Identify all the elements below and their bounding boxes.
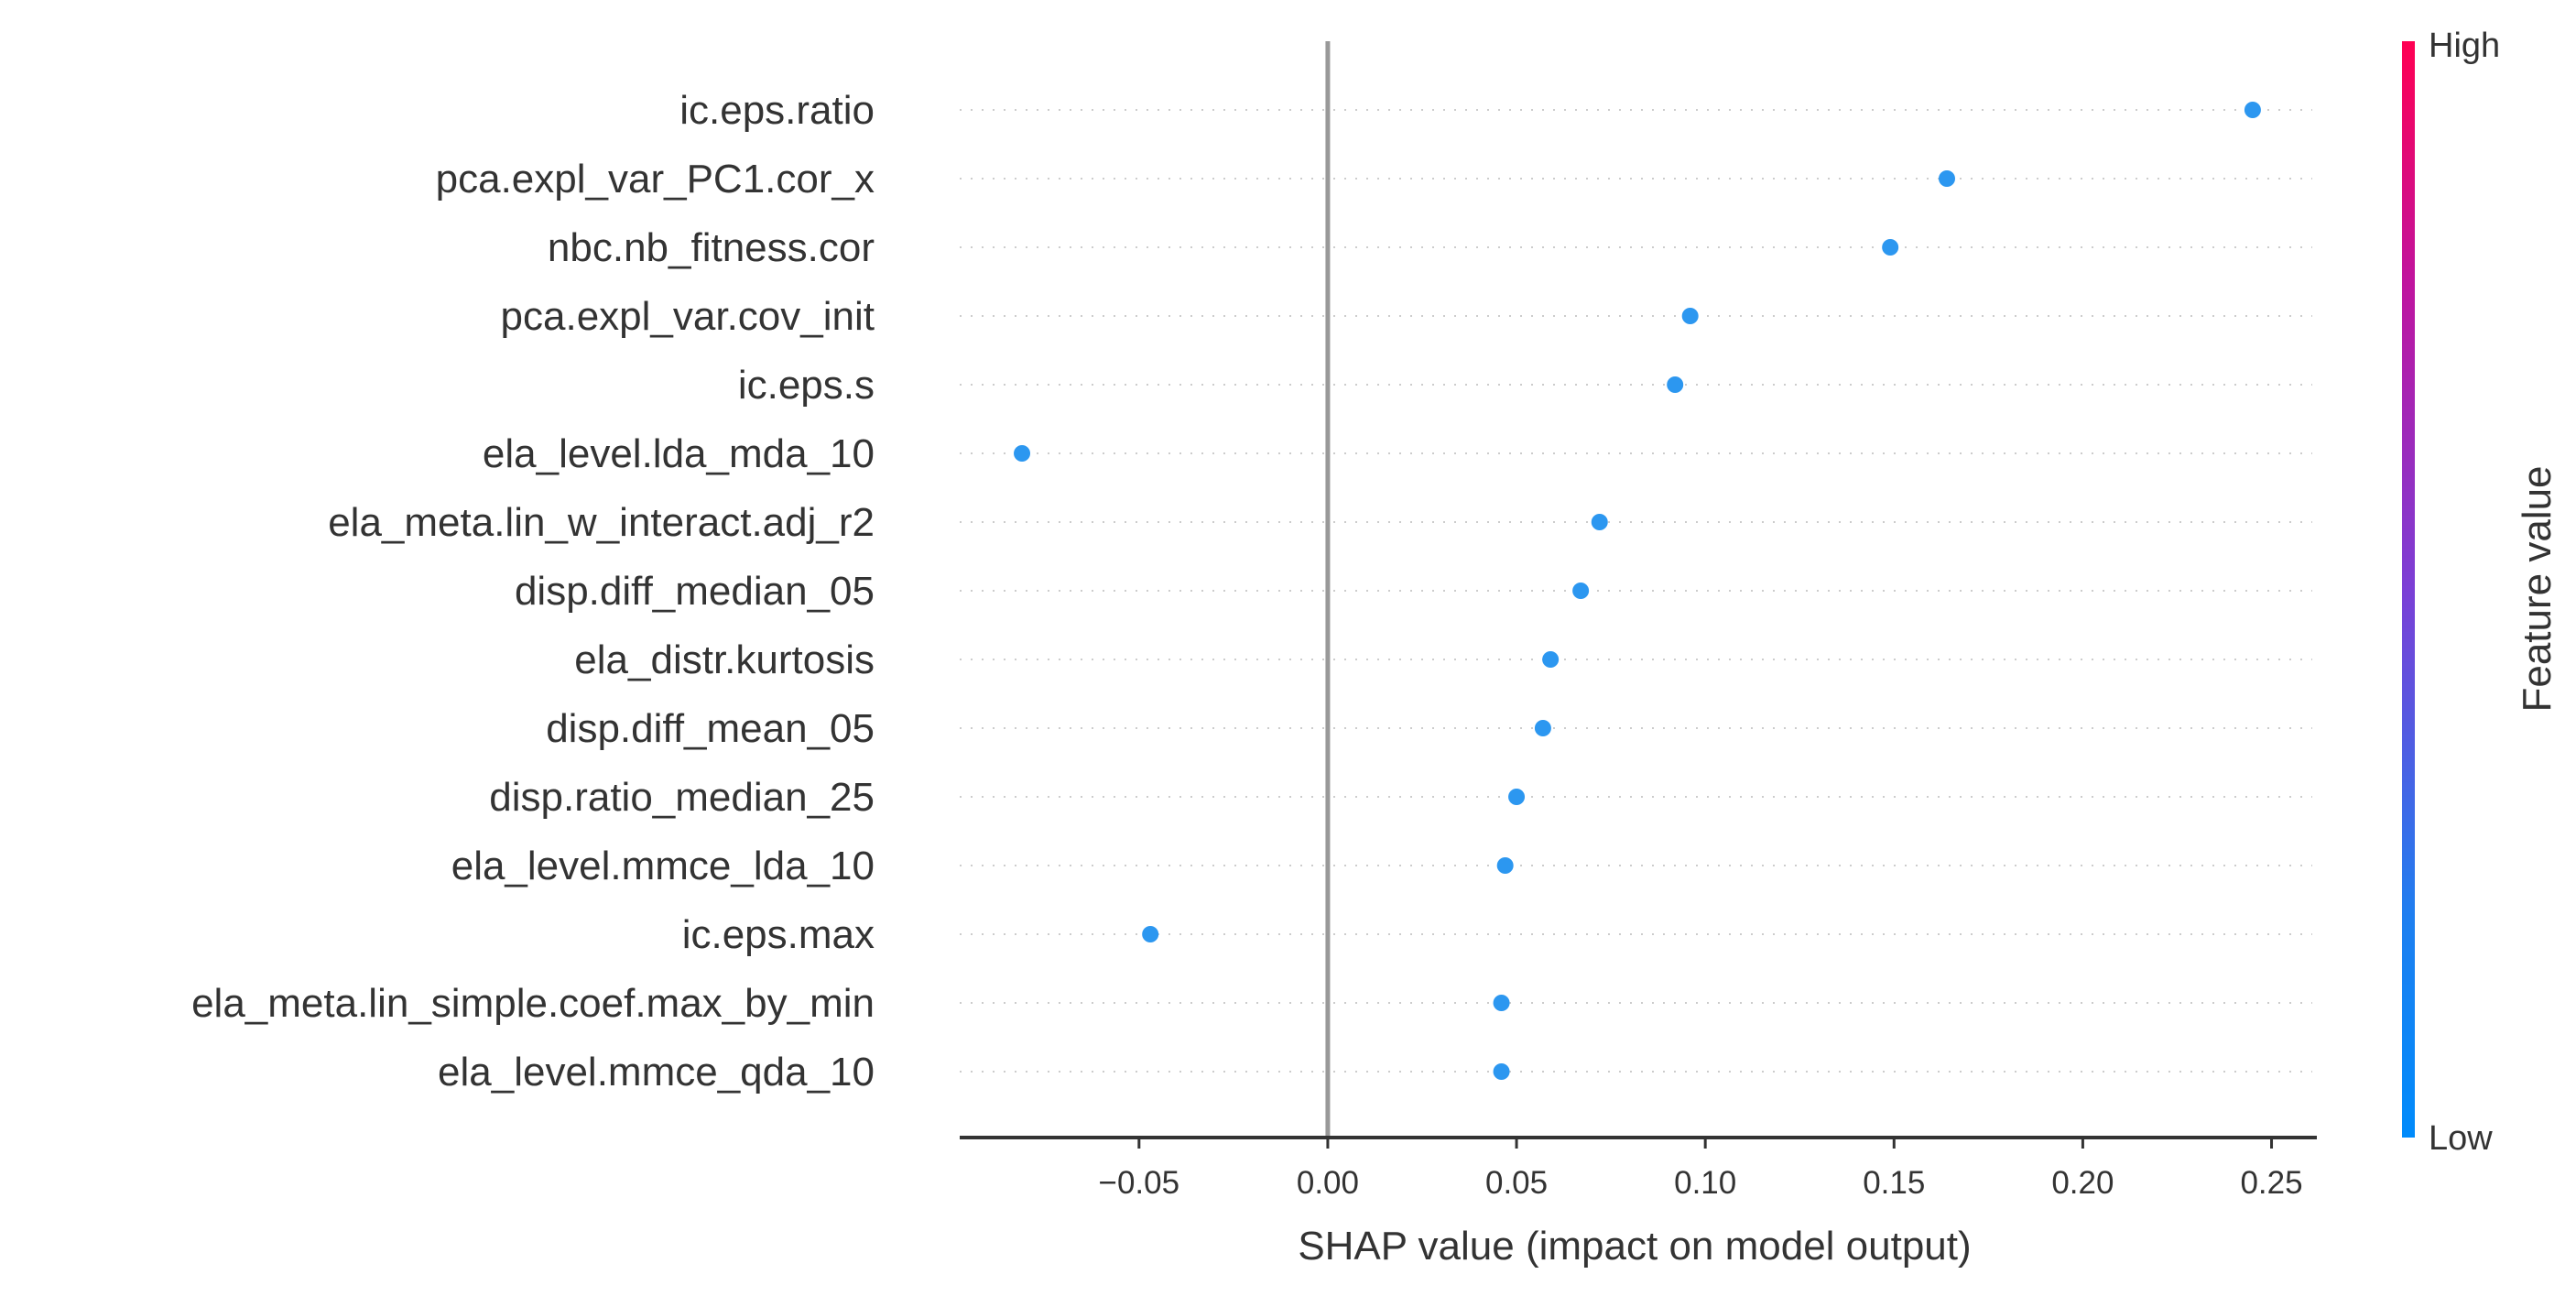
shap-point: [1882, 239, 1899, 256]
shap-point: [1014, 445, 1031, 462]
shap-point: [2244, 102, 2261, 118]
x-tick-label: −0.05: [1099, 1165, 1180, 1201]
shap-point: [1493, 1063, 1510, 1080]
shap-point: [1667, 376, 1684, 393]
feature-label: ela_level.mmce_qda_10: [438, 1050, 875, 1095]
shap-points: [1014, 102, 2261, 1080]
feature-label: ela_level.lda_mda_10: [483, 431, 875, 476]
shap-point: [1681, 308, 1699, 324]
shap-point: [1496, 857, 1514, 874]
shap-point: [1534, 720, 1551, 736]
x-axis-ticks: −0.05 0.00 0.05 0.10 0.15 0.20 0.25: [1099, 1138, 2303, 1201]
shap-point: [1142, 926, 1159, 942]
feature-label: ela_distr.kurtosis: [574, 637, 875, 682]
feature-label: ic.eps.s: [738, 363, 875, 408]
colorbar: [2402, 41, 2415, 1138]
feature-label: pca.expl_var_PC1.cor_x: [436, 157, 875, 201]
feature-label: ic.eps.ratio: [679, 88, 875, 133]
feature-label: ic.eps.max: [682, 912, 875, 957]
shap-point: [1508, 789, 1526, 805]
x-tick-label: 0.10: [1674, 1165, 1736, 1201]
feature-labels: ic.eps.ratio pca.expl_var_PC1.cor_x nbc.nb…: [191, 88, 875, 1095]
shap-point: [1542, 651, 1560, 668]
x-tick-label: 0.25: [2240, 1165, 2302, 1201]
feature-label: ela_level.mmce_lda_10: [451, 844, 875, 888]
x-tick-label: 0.15: [1863, 1165, 1925, 1201]
feature-label: ela_meta.lin_simple.coef.max_by_min: [191, 981, 875, 1026]
shap-point: [1493, 995, 1510, 1011]
feature-label: pca.expl_var.cov_init: [501, 294, 875, 339]
feature-grid-lines: [960, 109, 2312, 1073]
colorbar-low-label: Low: [2429, 1119, 2493, 1158]
feature-label: disp.diff_mean_05: [546, 706, 875, 751]
feature-label: disp.diff_median_05: [515, 569, 875, 614]
feature-label: nbc.nb_fitness.cor: [548, 225, 875, 270]
shap-point: [1572, 583, 1590, 599]
feature-label: disp.ratio_median_25: [489, 775, 875, 820]
x-axis-title: SHAP value (impact on model output): [1298, 1224, 1971, 1269]
x-tick-label: 0.05: [1485, 1165, 1548, 1201]
feature-label: ela_meta.lin_w_interact.adj_r2: [328, 500, 875, 545]
x-tick-label: 0.20: [2051, 1165, 2114, 1201]
colorbar-title: Feature value: [2515, 465, 2560, 712]
colorbar-high-label: High: [2429, 27, 2500, 65]
x-tick-label: 0.00: [1297, 1165, 1359, 1201]
shap-point: [1591, 514, 1608, 530]
shap-point: [1939, 170, 1956, 187]
